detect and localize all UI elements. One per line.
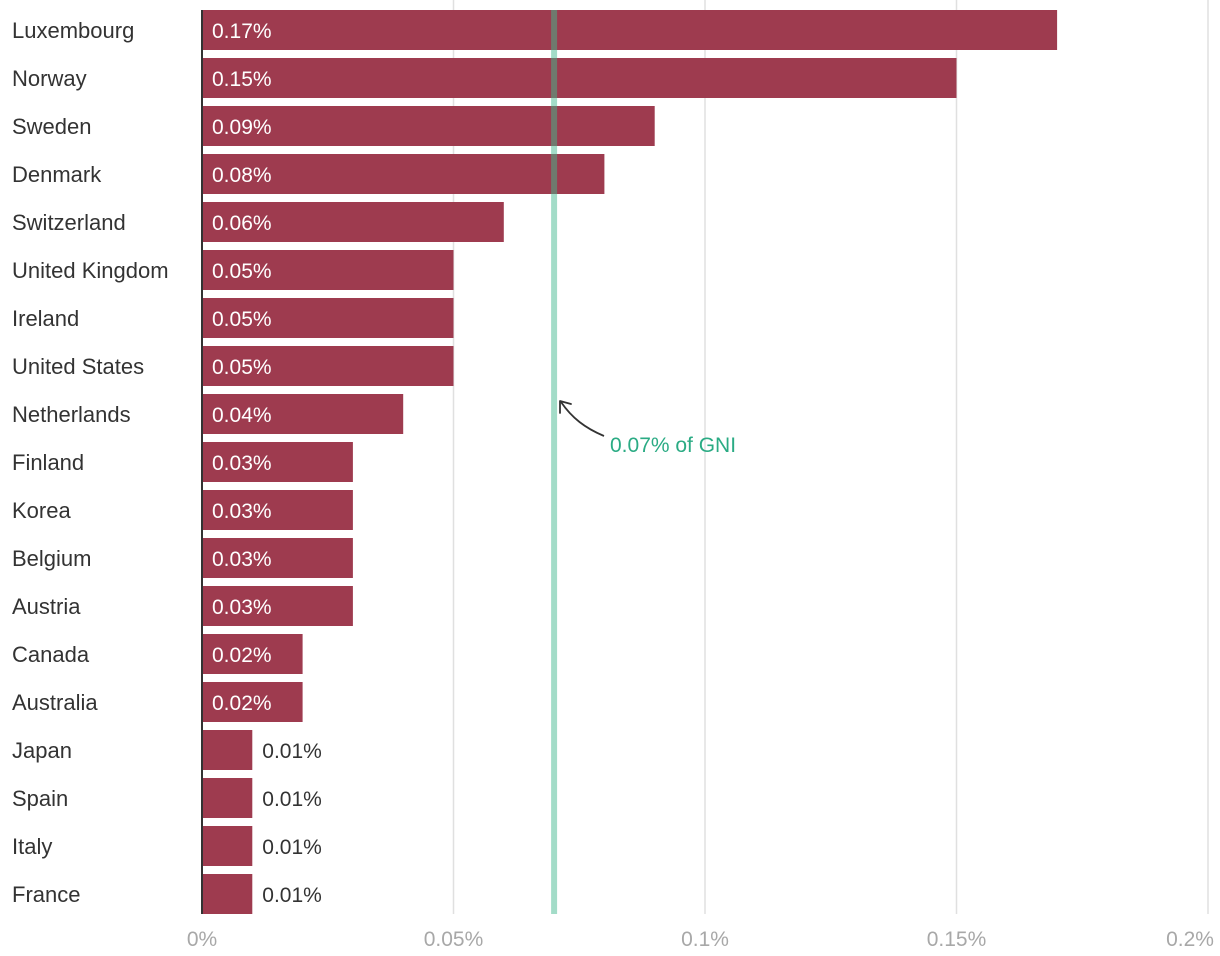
data-label-belgium: 0.03% [212,548,272,571]
bar-belgium [202,538,353,578]
data-label-netherlands: 0.04% [212,404,272,427]
category-label-canada: Canada [12,642,90,667]
category-label-australia: Australia [12,690,98,715]
data-label-austria: 0.03% [212,596,272,619]
bar-spain [202,778,253,818]
category-label-luxembourg: Luxembourg [12,18,134,43]
category-label-netherlands: Netherlands [12,402,131,427]
data-label-australia: 0.02% [212,692,272,715]
data-label-finland: 0.03% [212,452,272,475]
data-label-denmark: 0.08% [212,164,272,187]
category-label-finland: Finland [12,450,84,475]
bar-denmark [202,154,605,194]
reference-line-overlap-1 [551,58,558,98]
bar-norway [202,58,957,98]
gridlines [452,0,1209,914]
bars: 0.17% 0.15% 0.09% 0.08% 0.06% 0.05% 0.05% 0.05%… [201,10,1058,914]
x-tick-label-1: 0.05% [424,928,484,951]
bar-sweden [202,106,655,146]
bar-japan [202,730,253,770]
x-tick-label-4: 0.2% [1166,928,1214,951]
category-label-austria: Austria [12,594,81,619]
category-label-korea: Korea [12,498,71,523]
bar-austria [202,586,353,626]
data-label-korea: 0.03% [212,500,272,523]
category-label-belgium: Belgium [12,546,91,571]
data-label-united-states: 0.05% [212,356,272,379]
category-label-italy: Italy [12,834,52,859]
data-label-sweden: 0.09% [212,116,272,139]
data-label-norway: 0.15% [212,68,272,91]
category-label-united-states: United States [12,354,144,379]
bar-united-kingdom [202,250,454,290]
reference-line-overlap-0 [551,10,558,50]
annotation-arrow [560,401,605,437]
data-label-france: 0.01% [262,884,322,907]
bar-korea [202,490,353,530]
reference-line-overlap-3 [551,154,558,194]
category-label-japan: Japan [12,738,72,763]
bar-canada [202,634,303,674]
bar-luxembourg [202,10,1058,50]
category-label-united-kingdom: United Kingdom [12,258,169,283]
bar-netherlands [202,394,404,434]
reference-line-overlap-2 [551,106,558,146]
data-label-switzerland: 0.06% [212,212,272,235]
bar-switzerland [202,202,504,242]
x-tick-label-3: 0.15% [927,928,987,951]
category-label-france: France [12,882,80,907]
data-label-spain: 0.01% [262,788,322,811]
bar-italy [202,826,253,866]
x-tick-label-0: 0% [187,928,217,951]
bar-australia [202,682,303,722]
data-label-luxembourg: 0.17% [212,20,272,43]
bar-united-states [202,346,454,386]
category-label-norway: Norway [12,66,87,91]
bar-france [202,874,253,914]
x-axis-ticks: 0% 0.05% 0.1% 0.15% 0.2% [187,928,1214,951]
category-label-ireland: Ireland [12,306,79,331]
bar-ireland [202,298,454,338]
bar-finland [202,442,353,482]
category-labels: Luxembourg Norway Sweden Denmark Switzerland… [12,18,169,907]
category-label-sweden: Sweden [12,114,92,139]
category-label-denmark: Denmark [12,162,102,187]
annotation-arrowhead [559,400,572,414]
category-label-spain: Spain [12,786,68,811]
data-label-canada: 0.02% [212,644,272,667]
data-label-japan: 0.01% [262,740,322,763]
data-label-united-kingdom: 0.05% [212,260,272,283]
category-label-switzerland: Switzerland [12,210,126,235]
data-label-ireland: 0.05% [212,308,272,331]
data-label-italy: 0.01% [262,836,322,859]
x-tick-label-2: 0.1% [681,928,729,951]
reference-line-label: 0.07% of GNI [610,434,736,457]
